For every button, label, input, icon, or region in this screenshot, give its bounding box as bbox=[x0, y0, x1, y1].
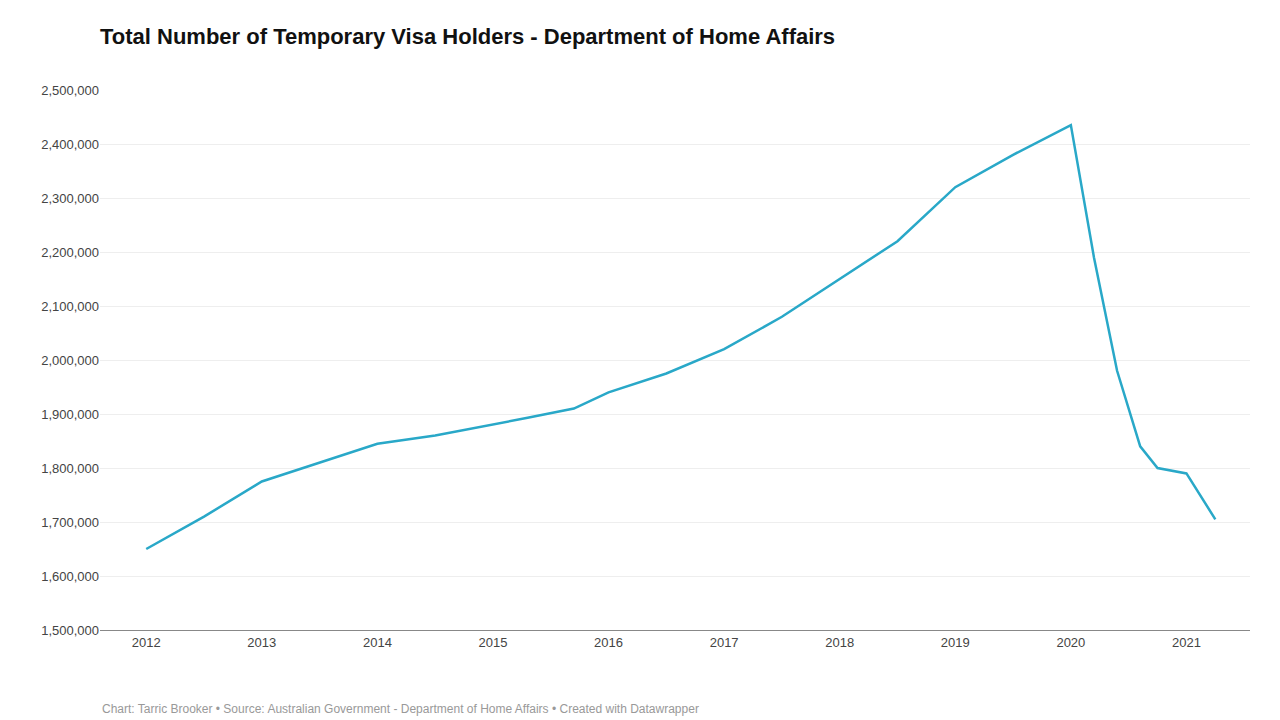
svg-text:2018: 2018 bbox=[825, 635, 854, 650]
svg-text:2013: 2013 bbox=[247, 635, 276, 650]
svg-text:2015: 2015 bbox=[478, 635, 507, 650]
svg-text:2019: 2019 bbox=[941, 635, 970, 650]
svg-text:2,400,000: 2,400,000 bbox=[41, 137, 99, 152]
svg-text:2,200,000: 2,200,000 bbox=[41, 245, 99, 260]
svg-text:2,500,000: 2,500,000 bbox=[41, 83, 99, 98]
svg-text:2,000,000: 2,000,000 bbox=[41, 353, 99, 368]
svg-text:1,700,000: 1,700,000 bbox=[41, 515, 99, 530]
svg-text:2017: 2017 bbox=[710, 635, 739, 650]
svg-text:Total Number of Temporary Visa: Total Number of Temporary Visa Holders -… bbox=[100, 24, 835, 49]
svg-text:1,800,000: 1,800,000 bbox=[41, 461, 99, 476]
svg-text:Chart: Tarric Brooker • Source: Chart: Tarric Brooker • Source: Australi… bbox=[102, 702, 699, 716]
svg-text:2016: 2016 bbox=[594, 635, 623, 650]
svg-text:2012: 2012 bbox=[132, 635, 161, 650]
svg-text:2,300,000: 2,300,000 bbox=[41, 191, 99, 206]
svg-text:2014: 2014 bbox=[363, 635, 392, 650]
svg-text:2,100,000: 2,100,000 bbox=[41, 299, 99, 314]
svg-text:1,600,000: 1,600,000 bbox=[41, 569, 99, 584]
svg-text:2020: 2020 bbox=[1056, 635, 1085, 650]
svg-text:2021: 2021 bbox=[1172, 635, 1201, 650]
svg-text:1,900,000: 1,900,000 bbox=[41, 407, 99, 422]
svg-text:1,500,000: 1,500,000 bbox=[41, 623, 99, 638]
